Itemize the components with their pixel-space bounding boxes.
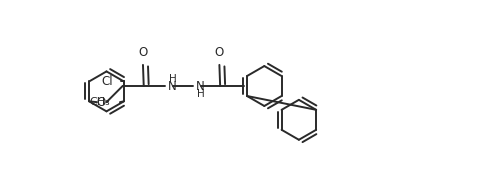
Text: N: N: [195, 79, 204, 93]
Text: H: H: [169, 74, 177, 84]
Text: N: N: [168, 79, 177, 93]
Text: Cl: Cl: [101, 75, 113, 88]
Text: CH₃: CH₃: [90, 97, 110, 107]
Text: O: O: [138, 46, 148, 59]
Text: O: O: [215, 46, 224, 59]
Text: H: H: [197, 89, 205, 99]
Text: O: O: [97, 96, 106, 109]
